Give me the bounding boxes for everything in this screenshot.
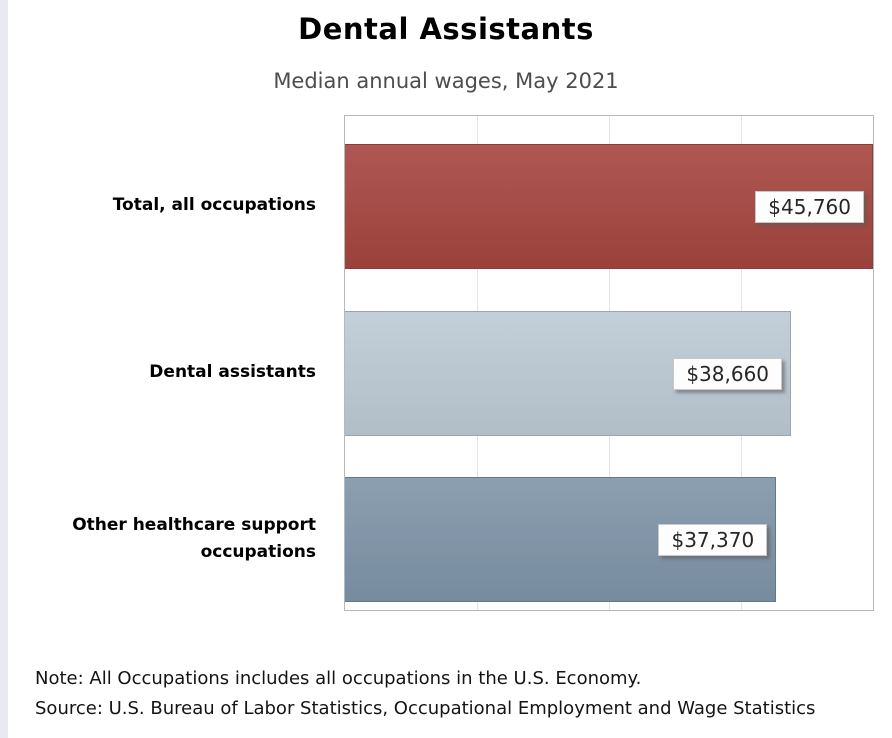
value-label-total-all-occupations: $45,760 [755,190,864,223]
note-text: Note: All Occupations includes all occup… [35,668,642,689]
footnotes: Note: All Occupations includes all occup… [35,664,815,724]
value-label-dental-assistants: $38,660 [673,357,783,390]
category-label-total-all-occupations: Total, all occupations [112,195,316,216]
category-label-dental-assistants: Dental assistants [149,362,316,383]
category-label-other-healthcare-support: Other healthcare support occupations [72,515,316,562]
value-label-other-healthcare-support: $37,370 [658,523,768,556]
bar-dental-assistants: $38,660 [345,311,792,436]
chart-title: Dental Assistants [298,12,594,46]
chart-subtitle: Median annual wages, May 2021 [273,69,619,93]
bar-total-all-occupations: $45,760 [345,144,873,269]
source-text: Source: U.S. Bureau of Labor Statistics,… [35,698,816,719]
left-edge-strip [0,0,8,738]
bar-other-healthcare-support: $37,370 [345,477,777,602]
plot-area: $45,760 $38,660 $37,370 [344,115,874,611]
